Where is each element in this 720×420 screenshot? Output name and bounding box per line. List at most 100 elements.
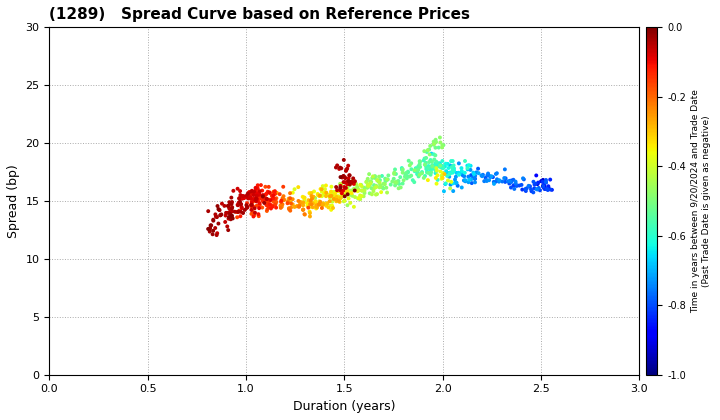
Point (316, 188, 328, 195)
Point (250, 195, 261, 202)
Point (222, 210, 234, 216)
Point (233, 208, 244, 215)
Point (391, 180, 402, 186)
Point (438, 188, 450, 194)
Point (339, 188, 351, 195)
Point (307, 193, 319, 200)
Point (412, 165, 423, 172)
Point (388, 176, 400, 182)
Point (449, 179, 461, 186)
Point (437, 175, 449, 181)
Point (330, 194, 342, 201)
Point (241, 200, 253, 207)
Point (352, 195, 364, 202)
Point (343, 172, 355, 178)
Point (324, 192, 336, 198)
Point (363, 183, 374, 190)
Point (257, 192, 269, 199)
Point (446, 164, 457, 171)
Point (335, 184, 346, 191)
Point (297, 194, 308, 200)
Point (520, 186, 531, 192)
Point (367, 173, 379, 180)
Point (207, 217, 219, 224)
Point (459, 173, 470, 180)
Point (246, 210, 257, 217)
Point (436, 176, 447, 182)
Point (440, 180, 451, 187)
Point (216, 200, 228, 207)
Point (426, 163, 438, 170)
Point (409, 167, 420, 173)
Point (247, 209, 258, 215)
Point (430, 136, 441, 143)
Point (361, 178, 372, 185)
Point (254, 195, 266, 202)
Point (413, 163, 424, 170)
Point (268, 192, 279, 199)
Point (528, 189, 539, 196)
Point (302, 197, 314, 204)
Point (306, 194, 318, 201)
Point (462, 165, 473, 171)
Point (543, 183, 554, 189)
Point (332, 194, 343, 201)
Point (261, 206, 273, 213)
Point (481, 177, 492, 184)
Point (423, 159, 435, 165)
Point (349, 187, 361, 194)
Point (345, 178, 356, 185)
Point (368, 182, 379, 189)
Point (435, 168, 446, 175)
Point (517, 175, 528, 182)
Point (304, 210, 315, 216)
Point (430, 168, 441, 175)
Point (531, 186, 542, 192)
Point (537, 178, 549, 185)
Point (251, 192, 262, 199)
Point (238, 195, 250, 202)
Point (373, 173, 384, 180)
Point (385, 181, 397, 188)
Point (226, 199, 238, 205)
Point (252, 185, 264, 192)
Point (539, 181, 550, 188)
Point (246, 202, 258, 209)
Point (447, 167, 459, 173)
Point (425, 142, 436, 149)
Point (425, 171, 436, 178)
Point (400, 170, 412, 176)
Point (412, 169, 423, 176)
Point (326, 202, 338, 209)
Point (426, 166, 437, 173)
Point (459, 178, 471, 185)
Point (426, 162, 438, 168)
Point (434, 162, 446, 168)
Point (263, 203, 274, 210)
Point (211, 232, 222, 239)
Point (428, 141, 439, 148)
Point (269, 188, 281, 194)
Point (476, 172, 487, 179)
Point (299, 211, 310, 218)
Point (226, 212, 238, 219)
Point (258, 196, 270, 203)
Point (423, 146, 435, 153)
Point (354, 187, 365, 194)
Point (329, 194, 341, 201)
Point (341, 165, 353, 172)
Point (342, 178, 354, 185)
Point (313, 201, 325, 208)
Point (337, 192, 348, 198)
Point (210, 211, 221, 218)
Point (276, 197, 287, 204)
Point (268, 189, 279, 195)
Point (382, 176, 394, 183)
Point (491, 176, 503, 183)
Point (297, 202, 309, 209)
Point (377, 185, 389, 192)
Point (382, 189, 393, 196)
Point (214, 207, 225, 213)
Point (348, 181, 359, 187)
Point (429, 161, 441, 168)
